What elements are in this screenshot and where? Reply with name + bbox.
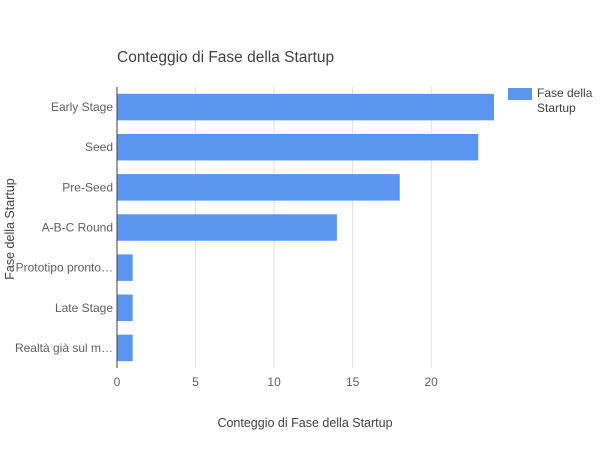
y-axis-title: Fase della Startup: [3, 178, 17, 280]
x-axis-title: Conteggio di Fase della Startup: [217, 416, 393, 430]
y-tick-label: Prototipo pronto…: [16, 261, 113, 275]
chart-title: Conteggio di Fase della Startup: [117, 49, 335, 66]
y-tick-label: Pre-Seed: [62, 180, 113, 194]
legend-label: Fase della Startup: [537, 86, 593, 115]
y-tick-label: Realtà già sul m…: [15, 341, 113, 355]
y-tick-label: Seed: [85, 140, 113, 154]
bar: [117, 334, 133, 362]
y-tick-label: A-B-C Round: [42, 221, 113, 235]
x-tick-label: 15: [346, 375, 360, 389]
bar: [117, 254, 133, 281]
bar: [117, 133, 479, 161]
legend-swatch: [508, 88, 532, 100]
x-tick-label: 10: [267, 375, 281, 389]
y-tick-label: Early Stage: [51, 100, 113, 114]
x-tick-label: 0: [114, 375, 121, 389]
legend: Fase della Startup: [508, 86, 597, 116]
bar: [117, 93, 494, 121]
bar: [117, 294, 133, 322]
bar: [117, 214, 337, 241]
bar: [117, 174, 400, 201]
x-tick-label: 5: [192, 375, 199, 389]
x-tick-label: 20: [424, 375, 438, 389]
y-tick-label: Late Stage: [55, 301, 113, 315]
